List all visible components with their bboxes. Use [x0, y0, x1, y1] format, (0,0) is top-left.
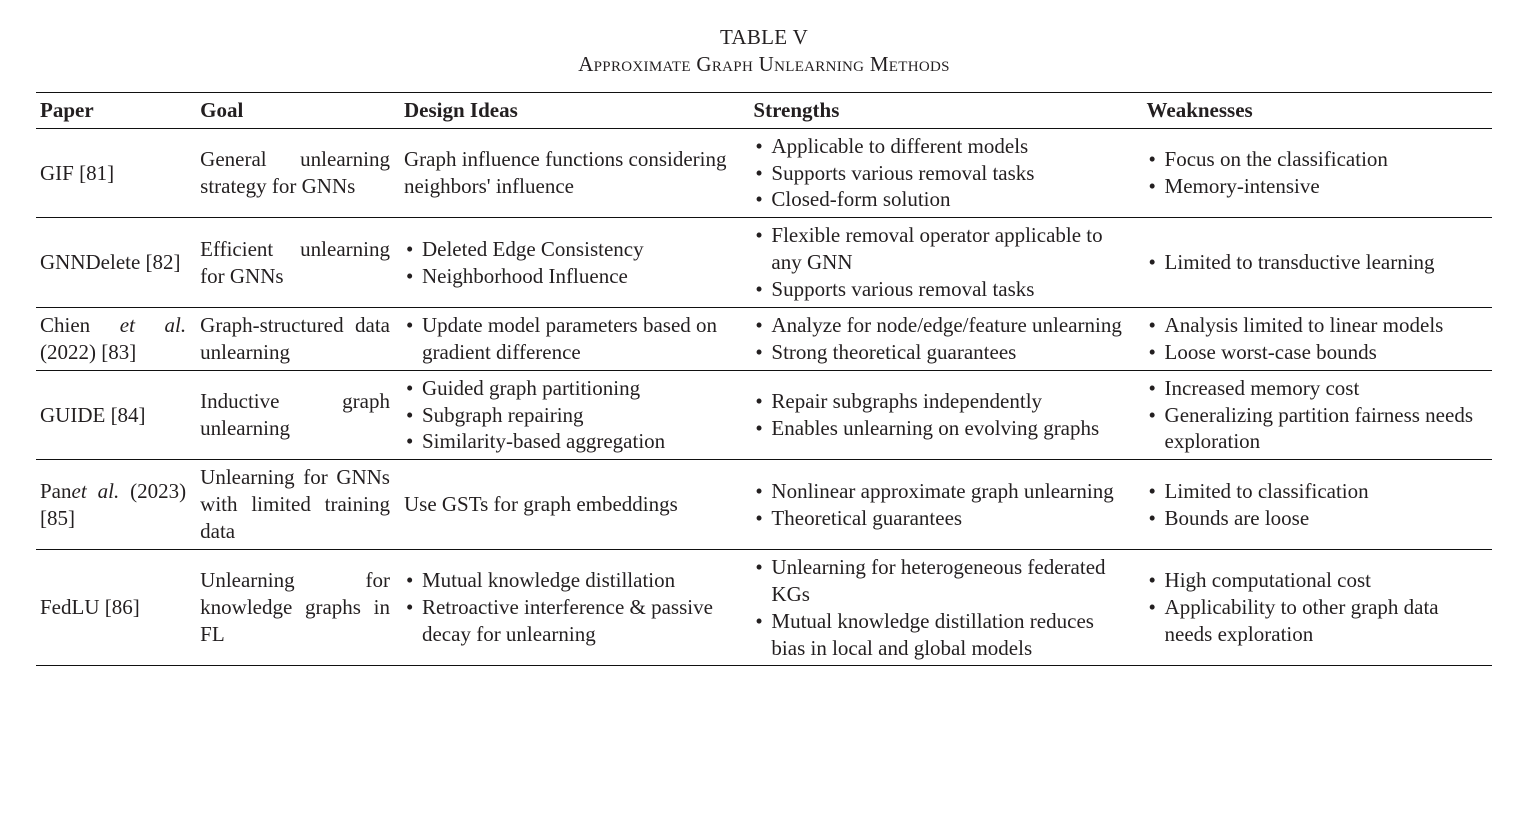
list-item: Supports various removal tasks [753, 160, 1132, 187]
list-item: Closed-form solution [753, 186, 1132, 213]
cell-weaknesses: High computational costApplicability to … [1143, 549, 1492, 666]
cell-design: Use GSTs for graph embeddings [400, 460, 749, 550]
cell-paper: GNNDelete [82] [36, 218, 196, 308]
cell-paper: Panet al. (2023) [85] [36, 460, 196, 550]
table-row: GNNDelete [82]Efficient unlearning for G… [36, 218, 1492, 308]
cell-goal: Inductive graph unlearning [196, 370, 400, 460]
cell-weaknesses: Limited to classificationBounds are loos… [1143, 460, 1492, 550]
list-item: High computational cost [1147, 567, 1482, 594]
list-item: Limited to transductive learning [1147, 249, 1482, 276]
cell-design: Guided graph partitioningSubgraph repair… [400, 370, 749, 460]
cell-goal: Efficient unlearning for GNNs [196, 218, 400, 308]
list-item: Retroactive interference & passive decay… [404, 594, 739, 648]
cell-paper: GUIDE [84] [36, 370, 196, 460]
cell-weaknesses: Analysis limited to linear modelsLoose w… [1143, 307, 1492, 370]
list-item: Memory-intensive [1147, 173, 1482, 200]
list-item: Repair subgraphs independently [753, 388, 1132, 415]
cell-goal: General unlearning strategy for GNNs [196, 128, 400, 218]
list-item: Bounds are loose [1147, 505, 1482, 532]
cell-weaknesses: Focus on the classificationMemory-intens… [1143, 128, 1492, 218]
table-row: Panet al. (2023) [85]Unlearning for GNNs… [36, 460, 1492, 550]
cell-design: Update model parameters based on gradien… [400, 307, 749, 370]
table-row: Chien et al. (2022) [83]Graph-structured… [36, 307, 1492, 370]
cell-strengths: Nonlinear approximate graph unlearningTh… [749, 460, 1142, 550]
list-item: Similarity-based aggregation [404, 428, 739, 455]
table-row: FedLU [86]Unlearning for knowledge graph… [36, 549, 1492, 666]
methods-table: Paper Goal Design Ideas Strengths Weakne… [36, 92, 1492, 667]
cell-design: Graph influence functions considering ne… [400, 128, 749, 218]
list-item: Increased memory cost [1147, 375, 1482, 402]
list-item: Neighborhood Influence [404, 263, 739, 290]
list-item: Analysis limited to linear models [1147, 312, 1482, 339]
list-item: Loose worst-case bounds [1147, 339, 1482, 366]
list-item: Subgraph repairing [404, 402, 739, 429]
header-row: Paper Goal Design Ideas Strengths Weakne… [36, 92, 1492, 128]
cell-paper: Chien et al. (2022) [83] [36, 307, 196, 370]
table-row: GUIDE [84]Inductive graph unlearningGuid… [36, 370, 1492, 460]
cell-strengths: Repair subgraphs independentlyEnables un… [749, 370, 1142, 460]
list-item: Update model parameters based on gradien… [404, 312, 739, 366]
list-item: Limited to classification [1147, 478, 1482, 505]
header-strengths: Strengths [749, 92, 1142, 128]
cell-design: Deleted Edge ConsistencyNeighborhood Inf… [400, 218, 749, 308]
list-item: Deleted Edge Consistency [404, 236, 739, 263]
list-item: Flexible removal operator applicable to … [753, 222, 1132, 276]
table-row: GIF [81]General unlearning strategy for … [36, 128, 1492, 218]
cell-strengths: Analyze for node/edge/feature unlearning… [749, 307, 1142, 370]
header-weaknesses: Weaknesses [1143, 92, 1492, 128]
cell-strengths: Unlearning for heterogeneous federated K… [749, 549, 1142, 666]
list-item: Guided graph partitioning [404, 375, 739, 402]
cell-design: Mutual knowledge distillationRetroactive… [400, 549, 749, 666]
cell-goal: Unlearning for knowledge graphs in FL [196, 549, 400, 666]
list-item: Theoretical guarantees [753, 505, 1132, 532]
list-item: Mutual knowledge distillation [404, 567, 739, 594]
list-item: Unlearning for heterogeneous federated K… [753, 554, 1132, 608]
cell-paper: GIF [81] [36, 128, 196, 218]
header-design: Design Ideas [400, 92, 749, 128]
cell-goal: Unlearning for GNNs with limited trainin… [196, 460, 400, 550]
list-item: Enables unlearning on evolving graphs [753, 415, 1132, 442]
list-item: Mutual knowledge distillation reduces bi… [753, 608, 1132, 662]
caption-line-2: Approximate Graph Unlearning Methods [36, 51, 1492, 78]
list-item: Supports various removal tasks [753, 276, 1132, 303]
list-item: Nonlinear approximate graph unlearning [753, 478, 1132, 505]
cell-weaknesses: Increased memory costGeneralizing partit… [1143, 370, 1492, 460]
header-goal: Goal [196, 92, 400, 128]
caption-line-1: TABLE V [36, 24, 1492, 51]
cell-weaknesses: Limited to transductive learning [1143, 218, 1492, 308]
list-item: Strong theoretical guarantees [753, 339, 1132, 366]
cell-strengths: Applicable to different modelsSupports v… [749, 128, 1142, 218]
cell-paper: FedLU [86] [36, 549, 196, 666]
header-paper: Paper [36, 92, 196, 128]
list-item: Focus on the classification [1147, 146, 1482, 173]
list-item: Analyze for node/edge/feature unlearning [753, 312, 1132, 339]
cell-goal: Graph-structured data unlearning [196, 307, 400, 370]
list-item: Applicability to other graph data needs … [1147, 594, 1482, 648]
table-body: GIF [81]General unlearning strategy for … [36, 128, 1492, 666]
cell-strengths: Flexible removal operator applicable to … [749, 218, 1142, 308]
list-item: Generalizing partition fairness needs ex… [1147, 402, 1482, 456]
list-item: Applicable to different models [753, 133, 1132, 160]
table-caption: TABLE V Approximate Graph Unlearning Met… [36, 24, 1492, 78]
